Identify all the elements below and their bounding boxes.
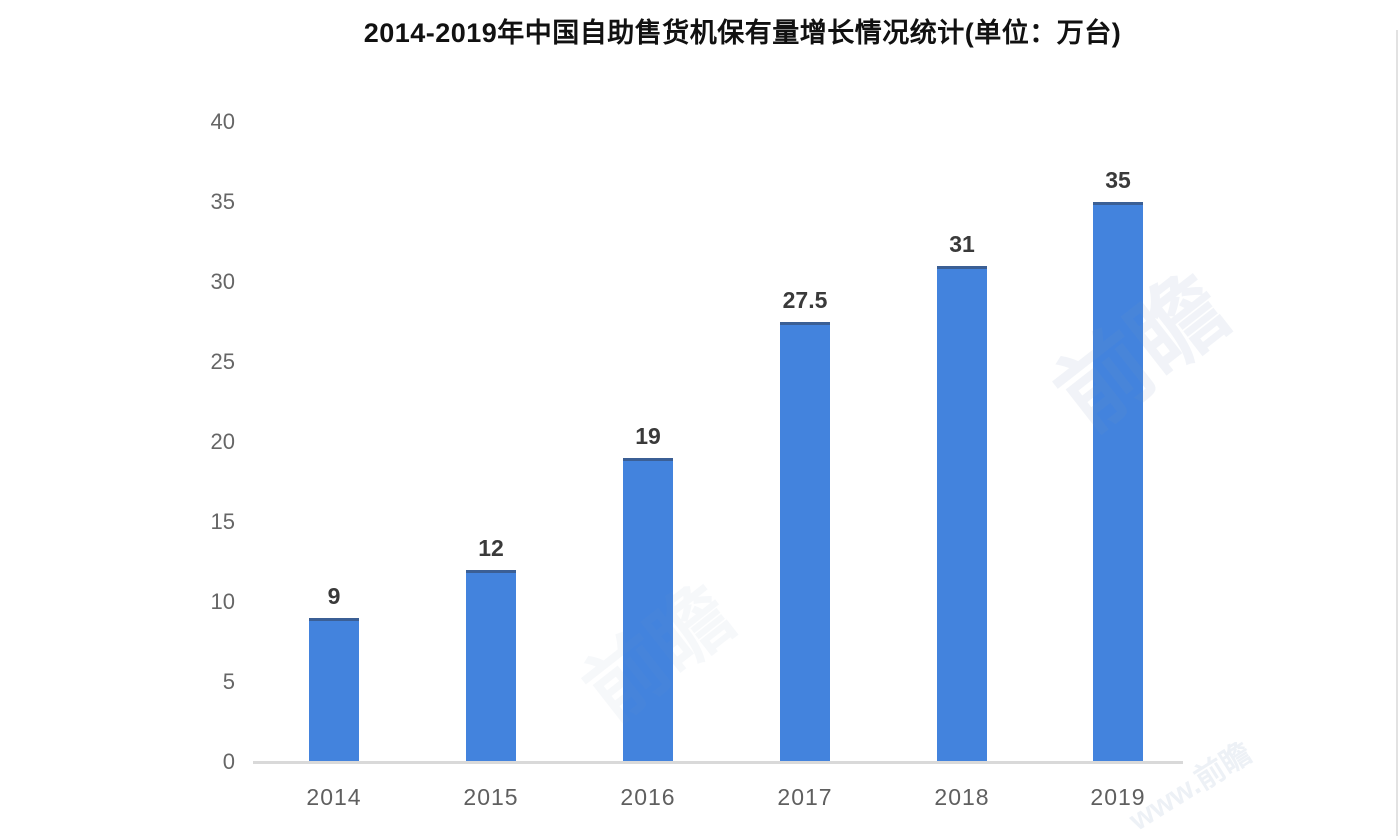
value-label: 35 (1105, 167, 1131, 193)
value-label: 19 (635, 423, 661, 449)
value-label: 31 (949, 231, 975, 257)
value-label: 12 (478, 535, 504, 561)
y-axis-tick-label: 20 (210, 429, 235, 454)
y-axis-tick-label: 15 (210, 509, 235, 534)
x-axis-label: 2015 (463, 784, 519, 810)
bar (937, 266, 987, 762)
x-axis-label: 2018 (934, 784, 990, 810)
x-axis-label: 2017 (777, 784, 833, 810)
y-axis-tick-label: 35 (210, 189, 235, 214)
image-edge-line (1396, 30, 1398, 836)
x-axis-label: 2019 (1090, 784, 1146, 810)
chart-title: 2014-2019年中国自助售货机保有量增长情况统计(单位：万台) (363, 18, 1122, 48)
bar (780, 322, 830, 762)
value-label: 27.5 (782, 287, 828, 313)
y-axis-tick-label: 0 (222, 749, 235, 774)
bar (466, 570, 516, 762)
bar (1093, 202, 1143, 762)
plot-area: 9 12 19 27.5 31 35 (253, 122, 1183, 762)
bar (309, 618, 359, 762)
y-axis-tick-label: 30 (210, 269, 235, 294)
x-axis-label: 2014 (306, 784, 362, 810)
value-label: 9 (327, 583, 341, 609)
x-axis-label: 2016 (620, 784, 676, 810)
y-axis-tick-label: 5 (222, 669, 235, 694)
x-axis-line (253, 761, 1183, 764)
y-axis-tick-label: 25 (210, 349, 235, 374)
y-axis-tick-label: 40 (210, 109, 235, 134)
y-axis-tick-label: 10 (210, 589, 235, 614)
bar (623, 458, 673, 762)
